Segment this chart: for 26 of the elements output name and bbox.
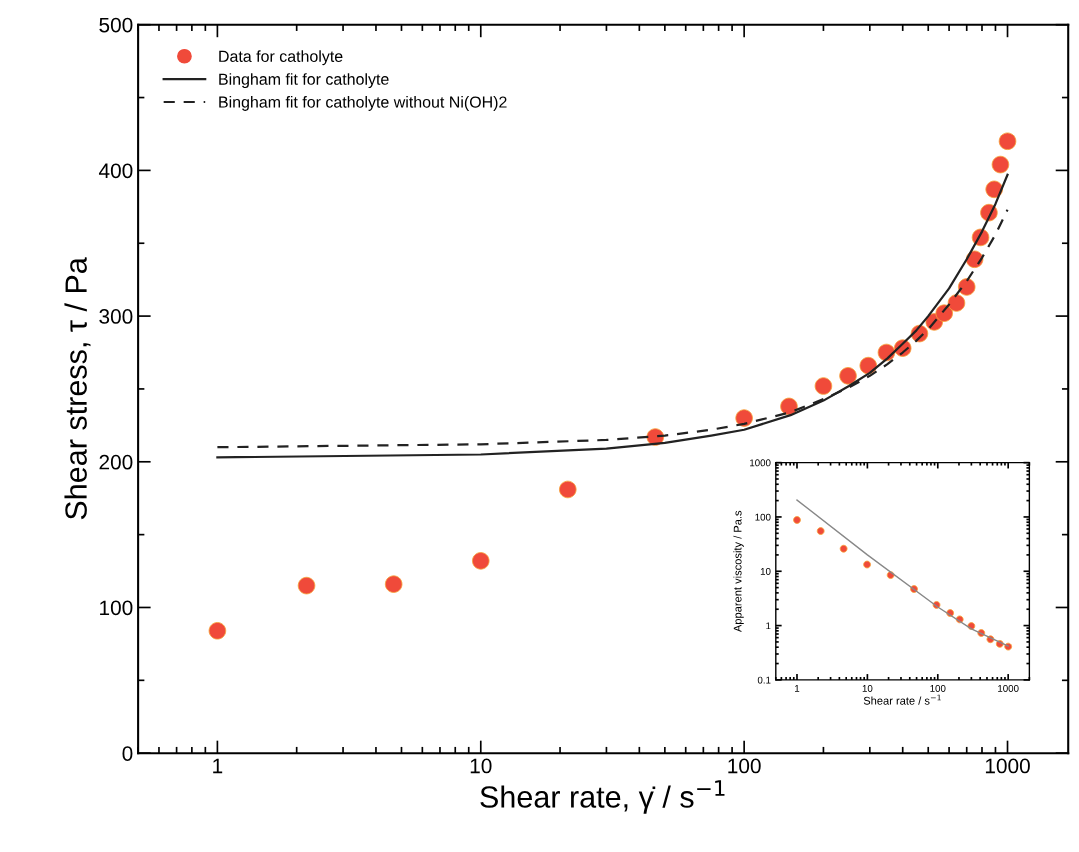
x-tick-label: 1000	[998, 685, 1019, 692]
x-tick-label: 10	[862, 685, 873, 692]
x-tick-label: 1	[213, 758, 223, 774]
y-tick-label: 500	[99, 17, 133, 33]
x-tick-label: 100	[728, 758, 761, 774]
y-tick-label: 300	[99, 309, 133, 324]
x-axis-title: Shear rate / s$^{−1}$	[863, 694, 941, 705]
x-tick-label: 1000	[985, 758, 1030, 774]
y-tick-label: 200	[99, 454, 133, 470]
y-tick-label: 1000	[750, 459, 771, 467]
y-tick-label: 100	[100, 600, 133, 616]
y-tick-label: 400	[98, 163, 133, 179]
y-axis-title: Shear stress, τ / Pa	[64, 257, 91, 520]
legend-label: Data for catholyte	[219, 50, 343, 66]
x-tick-label: 1	[795, 685, 800, 692]
y-axis-title: Apparent viscosity / Pa.s	[733, 510, 744, 633]
y-tick-label: 0.1	[757, 676, 771, 684]
x-tick-label: 100	[930, 685, 946, 692]
legend-label: Bingham fit for catholyte	[219, 73, 389, 89]
y-tick-label: 1	[766, 622, 771, 630]
x-axis-title: Shear rate, γ̇ / s$^{−1}$	[480, 780, 725, 814]
x-tick-label: 10	[470, 758, 492, 774]
y-tick-label: 0	[122, 746, 133, 761]
y-tick-label: 10	[760, 568, 771, 575]
legend-label: Bingham fit for catholyte without Ni(OH)2	[219, 96, 507, 111]
y-tick-label: 100	[755, 513, 771, 521]
